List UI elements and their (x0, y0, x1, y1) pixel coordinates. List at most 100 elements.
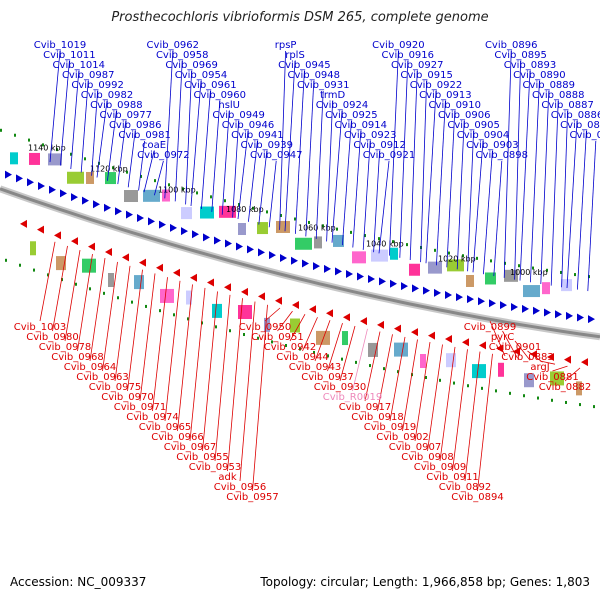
top-leader-line (164, 50, 174, 199)
bottom-gene-label: argJ (530, 362, 549, 373)
minor-tick (131, 300, 133, 304)
bottom-gene-label: Cvib_0919 (364, 422, 416, 433)
top-gene-label: Cvib_0895 (494, 50, 546, 61)
minor-tick (341, 357, 343, 361)
minor-tick (406, 243, 408, 247)
bottom-gene-label: Cvib_0894 (451, 492, 503, 503)
top-gene-label: Cvib_0915 (400, 70, 452, 81)
gene-block (186, 290, 192, 305)
top-gene-label: Cvib_0916 (382, 50, 434, 61)
forward-gene-arrow (115, 207, 122, 216)
bottom-leader-line (77, 254, 93, 352)
top-gene-label: Cvib_0961 (184, 80, 236, 91)
top-leader-line (185, 70, 192, 205)
bottom-gene-label: Cvib_0901 (489, 342, 541, 353)
top-gene-label: Cvib_0910 (429, 100, 481, 111)
forward-gene-arrow (467, 295, 474, 304)
top-gene-label: Cvib_0941 (231, 130, 283, 141)
bottom-gene-label: Cvib_0956 (214, 482, 266, 493)
bottom-leader-line (552, 365, 568, 372)
minor-tick (448, 251, 450, 255)
minor-tick (476, 256, 478, 260)
gene-block (30, 241, 36, 256)
minor-tick (495, 389, 497, 393)
top-leader-line (221, 110, 230, 215)
top-gene-label: Cvib_0969 (165, 60, 217, 71)
top-gene-label: Cvib_0912 (353, 140, 405, 151)
gene-block (295, 237, 312, 250)
minor-tick (187, 317, 189, 321)
top-leader-line (587, 140, 597, 292)
gene-block (352, 251, 366, 264)
minor-tick (0, 128, 2, 132)
minor-tick (173, 313, 175, 317)
top-gene-label: hslU (218, 100, 240, 111)
top-gene-label: Cvib_0920 (372, 40, 424, 51)
bottom-leader-line (202, 291, 218, 452)
bottom-leader-line (289, 314, 306, 342)
minor-tick (518, 264, 520, 268)
minor-tick (532, 266, 534, 270)
minor-tick (266, 210, 268, 214)
gene-block (472, 364, 486, 379)
forward-gene-arrow (170, 223, 177, 232)
bottom-gene-label: Cvib_0966 (151, 432, 203, 443)
top-leader-line (514, 60, 521, 280)
gene-block (257, 222, 268, 235)
minor-tick (89, 287, 91, 291)
forward-gene-arrow (49, 185, 56, 194)
top-leader-line (201, 90, 211, 209)
bottom-leader-line (364, 331, 381, 402)
bottom-leader-line (189, 287, 206, 442)
top-gene-label: coaE (142, 140, 166, 151)
map-title: Prosthecochloris vibrioformis DSM 265, c… (111, 10, 489, 25)
top-leader-line (237, 130, 249, 220)
top-gene-label: Cvib_0890 (513, 70, 565, 81)
top-leader-line (352, 130, 362, 248)
forward-gene-arrow (533, 306, 540, 315)
minor-tick (369, 364, 371, 368)
gene-block (498, 362, 504, 377)
bottom-gene-label: Cvib_0980 (26, 332, 78, 343)
top-leader-line (467, 130, 474, 272)
gene-block (238, 223, 246, 236)
minor-tick (439, 378, 441, 382)
minor-tick (196, 191, 198, 195)
top-leader-line (154, 160, 164, 196)
minor-tick (224, 199, 226, 203)
reverse-gene-arrow (462, 338, 469, 347)
minor-tick (201, 321, 203, 325)
top-leader-line (268, 160, 277, 228)
top-leader-line (127, 130, 136, 188)
gene-block (316, 330, 330, 345)
bottom-leader-line (252, 304, 268, 492)
bottom-leader-line (177, 284, 193, 432)
minor-tick (112, 166, 114, 170)
top-leader-line (503, 50, 512, 278)
forward-gene-arrow (93, 200, 100, 209)
bottom-gene-label: Cvib_0937 (301, 372, 353, 383)
top-leader-line (456, 120, 465, 270)
gene-block (390, 247, 398, 260)
gene-block (264, 317, 270, 332)
minor-tick (336, 227, 338, 231)
top-leader-line (420, 80, 427, 263)
minor-tick (574, 273, 576, 277)
minor-tick (159, 309, 161, 313)
bottom-gene-label: pyrC (491, 332, 514, 343)
minor-tick (61, 278, 63, 282)
top-leader-line (399, 60, 409, 258)
minor-tick (215, 325, 217, 329)
top-leader-line (91, 90, 98, 176)
top-leader-line (326, 100, 333, 242)
reverse-gene-arrow (292, 301, 299, 310)
forward-gene-arrow (60, 189, 67, 198)
bottom-gene-label: Cvib_0892 (439, 482, 491, 493)
forward-gene-arrow (280, 253, 287, 262)
minor-tick (75, 282, 77, 286)
top-leader-line (211, 100, 221, 212)
minor-tick (509, 391, 511, 395)
forward-gene-arrow (500, 301, 507, 310)
reverse-gene-arrow (326, 309, 333, 318)
top-leader-line (373, 150, 380, 253)
